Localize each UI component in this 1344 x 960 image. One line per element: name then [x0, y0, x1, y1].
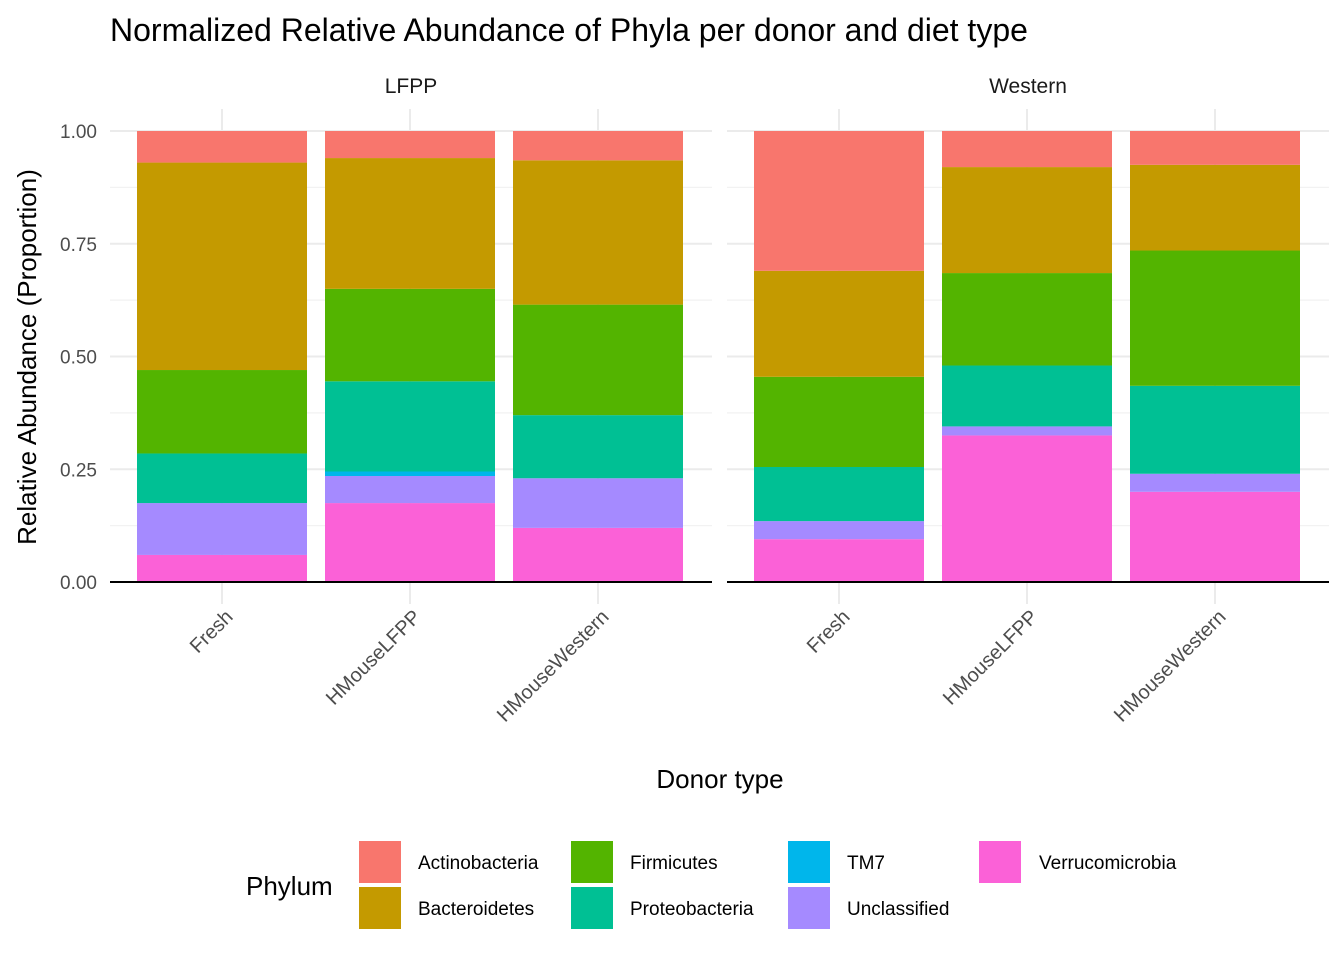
legend-label: Bacteroidetes	[418, 899, 534, 920]
bar-segment-firmicutes	[754, 376, 924, 467]
bar-segment-unclassified	[1130, 473, 1300, 492]
facet-strip-label: LFPP	[385, 75, 438, 98]
bar-segment-actinobacteria	[513, 131, 683, 161]
legend-label: Proteobacteria	[630, 899, 754, 920]
bar-segment-firmicutes	[325, 288, 495, 382]
legend-label: Verrucomicrobia	[1039, 853, 1177, 874]
y-tick-label: 0.25	[60, 460, 97, 481]
bar-segment-firmicutes	[513, 304, 683, 416]
bar-segment-actinobacteria	[942, 131, 1112, 168]
y-tick-label: 0.50	[60, 348, 97, 369]
x-tick-label: HMouseWestern	[1110, 606, 1231, 727]
chart-title: Normalized Relative Abundance of Phyla p…	[110, 12, 1028, 48]
legend-label: TM7	[847, 853, 885, 874]
legend-key-tm7	[788, 841, 830, 883]
bar-segment-firmicutes	[942, 273, 1112, 366]
facet-panel-lfpp: LFPP Fresh HMouseLFPP HMouseWestern	[110, 75, 712, 727]
bar-segment-verrucomicrobia	[1130, 491, 1300, 582]
bar-segment-proteobacteria	[754, 466, 924, 522]
y-tick-label: 0.00	[60, 573, 97, 594]
legend-label: Actinobacteria	[418, 853, 539, 874]
bar-segment-actinobacteria	[325, 131, 495, 159]
bar-segment-unclassified	[754, 521, 924, 540]
bar-segment-bacteroidetes	[137, 162, 307, 371]
bar-segment-bacteroidetes	[1130, 164, 1300, 251]
bar-segment-bacteroidetes	[513, 160, 683, 305]
bar-segment-firmicutes	[137, 370, 307, 454]
bar-segment-unclassified	[513, 478, 683, 528]
bar-segment-firmicutes	[1130, 250, 1300, 386]
bar-segment-proteobacteria	[137, 453, 307, 504]
bar-segment-actinobacteria	[137, 131, 307, 163]
bar-segment-actinobacteria	[1130, 131, 1300, 165]
x-tick-label: HMouseLFPP	[322, 606, 426, 710]
x-tick-label: Fresh	[803, 606, 855, 658]
legend-key-firmicutes	[571, 841, 613, 883]
legend: Phylum Actinobacteria Bacteroidetes Firmic…	[246, 841, 1177, 929]
bar-segment-verrucomicrobia	[137, 554, 307, 582]
x-axis-title: Donor type	[656, 764, 783, 794]
bar-segment-bacteroidetes	[754, 270, 924, 377]
legend-key-verrucomicrobia	[979, 841, 1021, 883]
legend-key-bacteroidetes	[359, 887, 401, 929]
x-tick-label: Fresh	[186, 606, 238, 658]
bar-segment-actinobacteria	[754, 131, 924, 271]
bar-segment-verrucomicrobia	[513, 527, 683, 582]
facet-panel-western: Western Fresh HMouseLFPP HMouseWestern	[727, 75, 1329, 727]
bar-segment-proteobacteria	[325, 381, 495, 472]
bar-segment-proteobacteria	[513, 415, 683, 479]
x-tick-label: HMouseLFPP	[939, 606, 1043, 710]
legend-label: Firmicutes	[630, 853, 718, 874]
y-axis-title: Relative Abundance (Proportion)	[12, 169, 42, 545]
bar-segment-proteobacteria	[942, 365, 1112, 427]
y-tick-label: 1.00	[60, 122, 97, 143]
legend-key-unclassified	[788, 887, 830, 929]
bar-segment-bacteroidetes	[325, 158, 495, 289]
bar-segment-verrucomicrobia	[325, 503, 495, 582]
bar-segment-verrucomicrobia	[942, 435, 1112, 582]
y-tick-label: 0.75	[60, 235, 97, 256]
legend-key-actinobacteria	[359, 841, 401, 883]
bar-segment-unclassified	[942, 426, 1112, 436]
legend-label: Unclassified	[847, 899, 949, 920]
facet-panels: LFPP Fresh HMouseLFPP HMouseWestern Western F…	[60, 75, 1329, 727]
facet-strip-label: Western	[989, 75, 1067, 98]
bar-segment-verrucomicrobia	[754, 539, 924, 582]
bar-segment-unclassified	[137, 503, 307, 555]
legend-title: Phylum	[246, 871, 333, 901]
bar-segment-unclassified	[325, 476, 495, 504]
bar-segment-bacteroidetes	[942, 167, 1112, 274]
bar-segment-tm7	[325, 471, 495, 477]
x-tick-label: HMouseWestern	[493, 606, 614, 727]
legend-key-proteobacteria	[571, 887, 613, 929]
bar-segment-proteobacteria	[1130, 385, 1300, 474]
